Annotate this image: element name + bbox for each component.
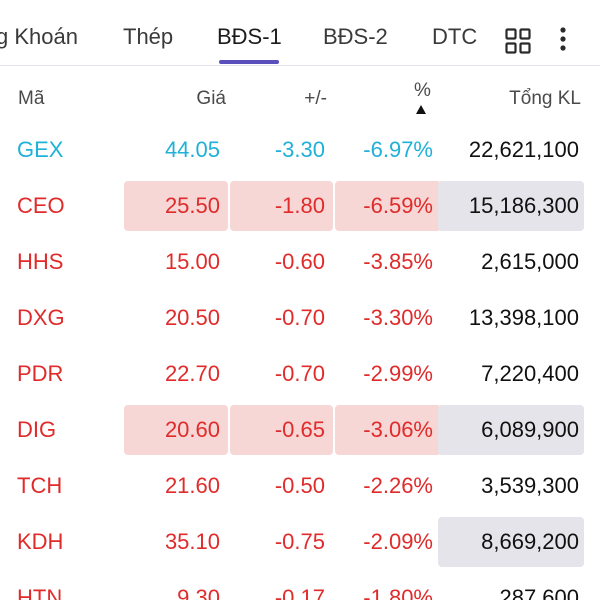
column-header: Mã Giá +/- % Tổng KL	[0, 66, 600, 124]
change-cell: -1.80	[230, 181, 333, 231]
tab-thep[interactable]: Thép	[123, 24, 174, 49]
more-vertical-icon[interactable]	[556, 26, 570, 54]
header-price[interactable]: Giá	[196, 88, 226, 109]
volume-cell: 13,398,100	[468, 305, 579, 330]
table-row[interactable]: HHS 15.00 -0.60 -3.85% 2,615,000	[0, 234, 600, 290]
change-cell: -0.70	[274, 361, 325, 386]
table-row[interactable]: HTN 9.30 -0.17 -1.80% 287,600	[0, 570, 600, 600]
table-row[interactable]: DXG 20.50 -0.70 -3.30% 13,398,100	[0, 290, 600, 346]
tab-dtc[interactable]: DTC	[432, 24, 478, 49]
stock-code: TCH	[17, 473, 63, 498]
price-cell: 21.60	[164, 473, 220, 498]
tab-bds-2[interactable]: BĐS-2	[323, 24, 388, 49]
change-cell: -0.65	[230, 405, 333, 455]
price-cell: 44.05	[164, 137, 220, 162]
price-cell: 25.50	[124, 181, 228, 231]
stock-table: GEX 44.05 -3.30 -6.97% 22,621,100 CEO 25…	[0, 122, 600, 600]
volume-cell: 8,669,200	[438, 517, 584, 567]
tab-bds-1[interactable]: BĐS-1	[217, 24, 282, 49]
table-row[interactable]: CEO 25.50 -1.80 -6.59% 15,186,300	[0, 178, 600, 234]
volume-cell: 287,600	[499, 585, 579, 600]
stock-code: GEX	[17, 137, 64, 162]
price-cell: 22.70	[164, 361, 220, 386]
change-cell: -0.70	[274, 305, 325, 330]
percent-cell: -6.97%	[363, 137, 433, 162]
price-cell: 35.10	[164, 529, 220, 554]
volume-cell: 3,539,300	[481, 473, 579, 498]
header-pct[interactable]: %	[414, 80, 431, 101]
percent-cell: -2.26%	[363, 473, 433, 498]
volume-cell: 22,621,100	[468, 137, 579, 162]
change-cell: -0.75	[274, 529, 325, 554]
volume-cell: 6,089,900	[438, 405, 584, 455]
change-cell: -3.30	[274, 137, 325, 162]
percent-cell: -3.06%	[335, 405, 441, 455]
grid-view-icon[interactable]	[505, 28, 531, 54]
stock-code: DIG	[17, 417, 57, 442]
price-cell: 20.60	[124, 405, 228, 455]
volume-cell: 2,615,000	[481, 249, 579, 274]
percent-cell: -2.99%	[363, 361, 433, 386]
percent-cell: -2.09%	[363, 529, 433, 554]
volume-cell: 15,186,300	[438, 181, 584, 231]
tab-chung-khoan[interactable]: g Khoán	[0, 24, 78, 49]
sort-ascending-icon	[416, 105, 426, 114]
change-cell: -0.50	[274, 473, 325, 498]
active-tab-indicator	[219, 60, 279, 64]
change-cell: -0.17	[274, 585, 325, 600]
stock-code: CEO	[17, 193, 65, 218]
price-cell: 9.30	[177, 585, 220, 600]
price-cell: 15.00	[164, 249, 220, 274]
volume-cell: 7,220,400	[481, 361, 579, 386]
header-change[interactable]: +/-	[304, 88, 327, 109]
table-row[interactable]: PDR 22.70 -0.70 -2.99% 7,220,400	[0, 346, 600, 402]
tab-bar: g Khoán Thép BĐS-1 BĐS-2 DTC	[0, 0, 600, 66]
percent-cell: -6.59%	[335, 181, 441, 231]
header-code[interactable]: Mã	[18, 88, 45, 109]
percent-cell: -1.80%	[363, 585, 433, 600]
table-row[interactable]: DIG 20.60 -0.65 -3.06% 6,089,900	[0, 402, 600, 458]
stock-code: HHS	[17, 249, 64, 274]
stock-code: HTN	[17, 585, 63, 600]
stock-code: KDH	[17, 529, 64, 554]
stock-code: DXG	[17, 305, 65, 330]
percent-cell: -3.85%	[363, 249, 433, 274]
table-row[interactable]: GEX 44.05 -3.30 -6.97% 22,621,100	[0, 122, 600, 178]
price-cell: 20.50	[164, 305, 220, 330]
change-cell: -0.60	[274, 249, 325, 274]
table-row[interactable]: TCH 21.60 -0.50 -2.26% 3,539,300	[0, 458, 600, 514]
table-row[interactable]: KDH 35.10 -0.75 -2.09% 8,669,200	[0, 514, 600, 570]
percent-cell: -3.30%	[363, 305, 433, 330]
header-volume[interactable]: Tổng KL	[509, 88, 581, 109]
stock-code: PDR	[17, 361, 64, 386]
